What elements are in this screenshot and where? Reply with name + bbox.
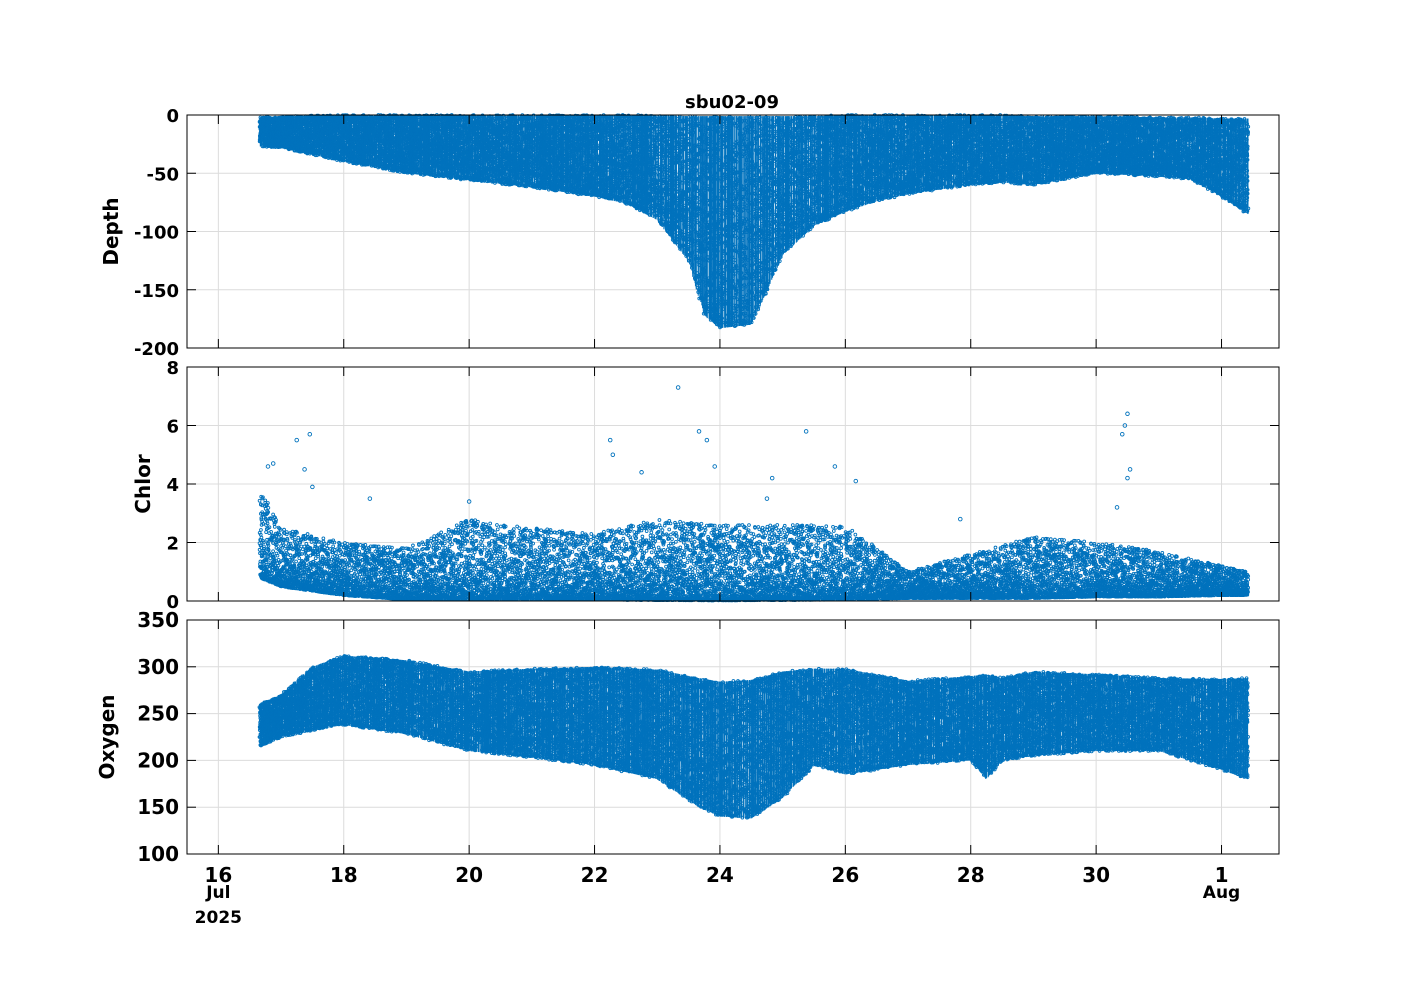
plot-title: sbu02-09 [685, 92, 779, 113]
